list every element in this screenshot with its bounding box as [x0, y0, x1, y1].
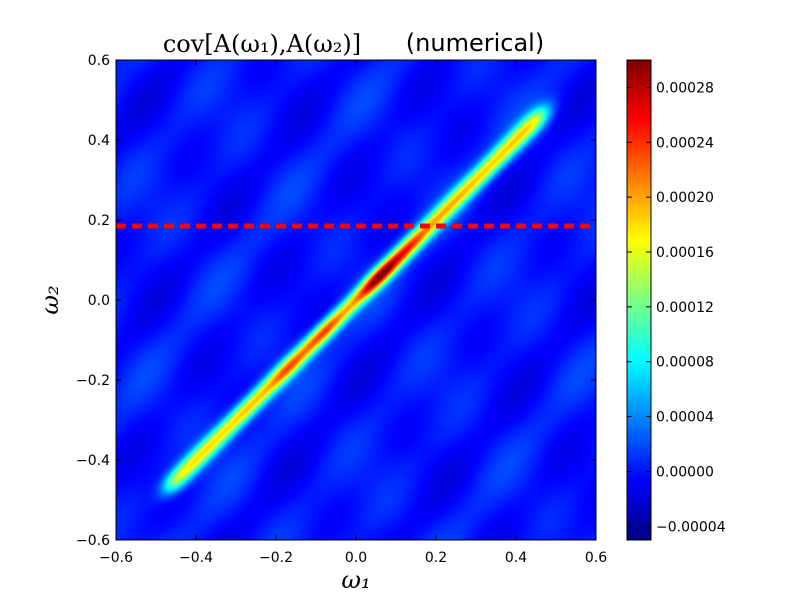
y-tick-label: 0.2: [88, 213, 110, 229]
y-tick-label: 0.0: [88, 293, 110, 309]
y-tick-label: −0.4: [76, 453, 110, 469]
x-tick-label: −0.6: [99, 550, 133, 566]
colorbar-tick-label: −0.00004: [656, 519, 726, 535]
colorbar-tick-label: 0.00028: [656, 80, 714, 96]
chart-title-math: cov[A(ω₁),A(ω₂)]: [163, 30, 361, 58]
colorbar-tick-label: 0.00000: [656, 464, 714, 480]
x-tick-label: 0.0: [345, 550, 367, 566]
x-tick-label: −0.2: [259, 550, 293, 566]
y-tick-label: −0.6: [76, 533, 110, 549]
y-tick-label: 0.4: [88, 133, 110, 149]
y-axis: −0.6 −0.4 −0.2 0.0 0.2 0.4 0.6: [76, 53, 596, 549]
heatmap-image: [116, 60, 596, 540]
y-axis-label: ω₂: [36, 285, 64, 314]
colorbar-tick-label: 0.00008: [656, 355, 714, 371]
x-axis: −0.6 −0.4 −0.2 0.0 0.2 0.4 0.6: [99, 60, 607, 566]
colorbar-tick-label: 0.00012: [656, 300, 714, 316]
y-tick-label: −0.2: [76, 373, 110, 389]
x-tick-label: −0.4: [179, 550, 213, 566]
colorbar-gradient: [627, 60, 651, 540]
y-tick-label: 0.6: [88, 53, 110, 69]
colorbar-tick-label: 0.00004: [656, 410, 714, 426]
colorbar-tick-label: 0.00024: [656, 135, 714, 151]
chart-title-text: (numerical): [406, 29, 544, 57]
y-axis-label-text: ω₂: [36, 285, 64, 314]
x-tick-label: 0.2: [425, 550, 447, 566]
colorbar-frame: [626, 59, 652, 541]
colorbar-ticks: −0.00004 0.00000 0.00004 0.00008 0.00012 0.00…: [627, 80, 726, 535]
colorbar-tick-label: 0.00020: [656, 190, 714, 206]
chart-title: cov[A(ω₁),A(ω₂)] (numerical): [163, 29, 544, 58]
x-tick-label: 0.6: [585, 550, 607, 566]
x-axis-label-text: ω₁: [341, 566, 370, 594]
colorbar-tick-label: 0.00016: [656, 245, 714, 261]
x-tick-label: 0.4: [505, 550, 527, 566]
x-axis-label: ω₁: [341, 566, 370, 594]
